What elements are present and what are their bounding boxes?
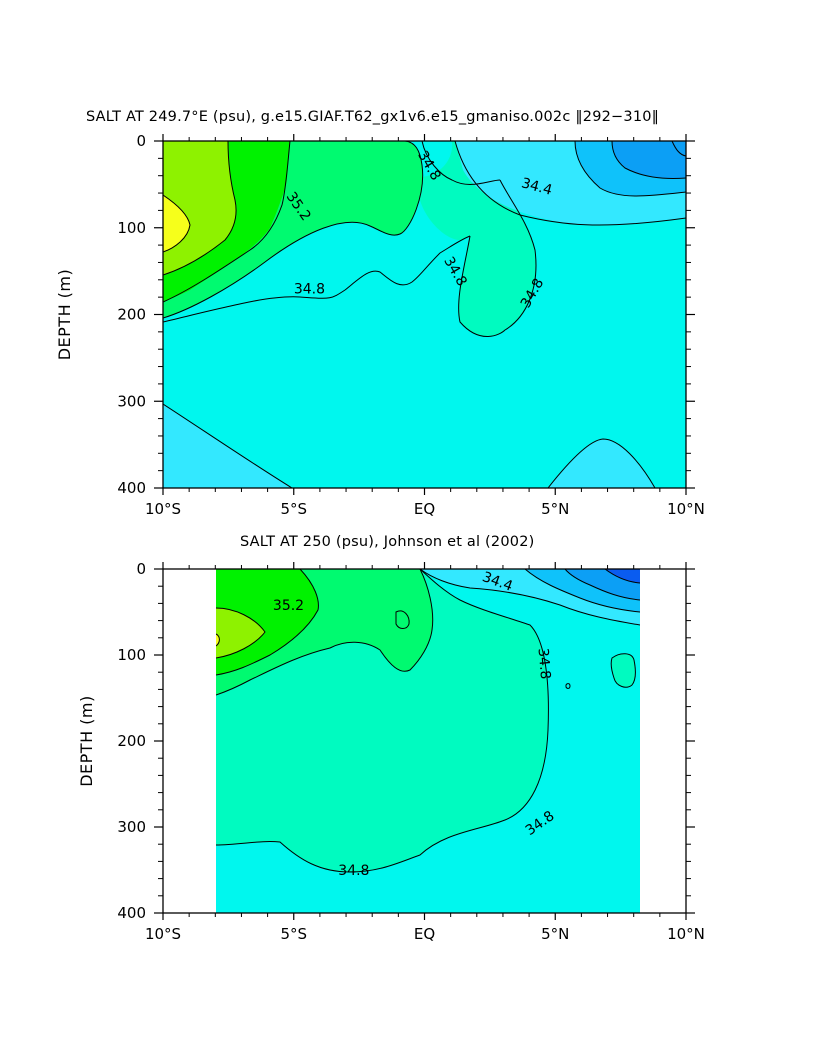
contour-34-6-line-left — [163, 403, 293, 488]
y-tick-label: 300 — [117, 392, 146, 410]
band-35-6 — [163, 195, 190, 252]
x-tick-label: 10°N — [667, 500, 705, 518]
y-tick-label: 100 — [117, 219, 146, 237]
observed-panel-title: SALT AT 250 (psu), Johnson et al (2002) — [240, 534, 534, 550]
y-tick-label: 0 — [136, 132, 146, 150]
model-axis-ticks: 10°S 5°S EQ 5°N 10°N 0 100 200 300 400 — [117, 132, 705, 518]
contour-34-6-line-right — [547, 438, 656, 488]
contour-34-4-line-a — [454, 141, 686, 226]
model-salinity-panel: SALT AT 249.7°E (psu), g.e15.GIAF.T62_gx… — [55, 109, 705, 518]
contour-label: 34.8 — [294, 281, 325, 297]
band-34-0 — [612, 141, 686, 179]
contour-35-4-line — [216, 607, 266, 659]
band-34-6-inner — [163, 236, 470, 322]
band-34-4-lower-right — [548, 439, 655, 488]
contour-34-0-line — [564, 569, 640, 601]
contour-34-8-line-a — [163, 235, 471, 323]
model-panel-title: SALT AT 249.7°E (psu), g.e15.GIAF.T62_gx… — [86, 109, 659, 125]
contour-label: 34.8 — [534, 647, 553, 679]
contour-34-4-line — [419, 569, 640, 626]
model-contour-lines — [163, 141, 686, 488]
x-tick-label: EQ — [414, 925, 435, 943]
band-35-0-eddy — [396, 610, 410, 629]
contour-label: 34.4 — [520, 175, 554, 199]
x-tick-label: 5°S — [280, 500, 307, 518]
contour-small-eddy — [565, 683, 571, 689]
y-tick-label: 400 — [117, 904, 146, 922]
contour-35-6-line — [163, 194, 191, 253]
contour-34-2-line — [574, 141, 686, 197]
y-tick-label: 300 — [117, 818, 146, 836]
contour-35-0-eddy-line — [395, 610, 410, 629]
y-tick-label: 100 — [117, 646, 146, 664]
contour-35-2-line — [163, 141, 291, 303]
observed-y-axis-label: DEPTH (m) — [77, 695, 96, 787]
band-34-8 — [163, 141, 536, 337]
observed-salinity-panel: SALT AT 250 (psu), Johnson et al (2002) — [77, 534, 705, 943]
contour-35-4-line — [163, 141, 237, 276]
x-tick-label: 5°N — [541, 925, 569, 943]
contour-34-2-line — [524, 569, 640, 613]
observed-contour-lines — [216, 569, 640, 873]
y-tick-label: 0 — [136, 560, 146, 578]
band-34-4-lower-left — [163, 404, 292, 488]
x-tick-label: 10°S — [145, 500, 181, 518]
contour-label: 35.2 — [273, 598, 304, 614]
x-tick-label: 10°N — [667, 925, 705, 943]
y-tick-label: 400 — [117, 479, 146, 497]
contour-35-0-line — [163, 141, 424, 319]
contour-35-6-line — [216, 633, 220, 647]
contour-label: 34.8 — [338, 863, 369, 879]
x-tick-label: 5°S — [280, 925, 307, 943]
contour-34-0-line — [611, 141, 686, 179]
contour-34-8-line-c — [421, 141, 501, 185]
contour-33-8-line — [671, 141, 686, 157]
band-33-8 — [605, 569, 640, 583]
contour-35-0-line — [216, 569, 434, 696]
model-contour-field — [163, 141, 686, 488]
observed-contour-field — [216, 569, 640, 913]
contour-34-8-line — [216, 569, 549, 873]
contour-35-2-line — [216, 569, 319, 676]
observed-axis-ticks: 10°S 5°S EQ 5°N 10°N 0 100 200 300 400 — [117, 560, 705, 943]
contour-34-8-eddy-line — [610, 653, 636, 688]
x-tick-label: 10°S — [145, 925, 181, 943]
contour-33-8-line — [604, 569, 640, 584]
y-tick-label: 200 — [117, 732, 146, 750]
x-tick-label: 5°N — [541, 500, 569, 518]
y-tick-label: 200 — [117, 306, 146, 324]
x-tick-label: EQ — [414, 500, 435, 518]
band-34-8-eddy — [611, 653, 636, 688]
contour-34-8-line-b — [458, 179, 537, 337]
model-y-axis-label: DEPTH (m) — [55, 269, 74, 361]
